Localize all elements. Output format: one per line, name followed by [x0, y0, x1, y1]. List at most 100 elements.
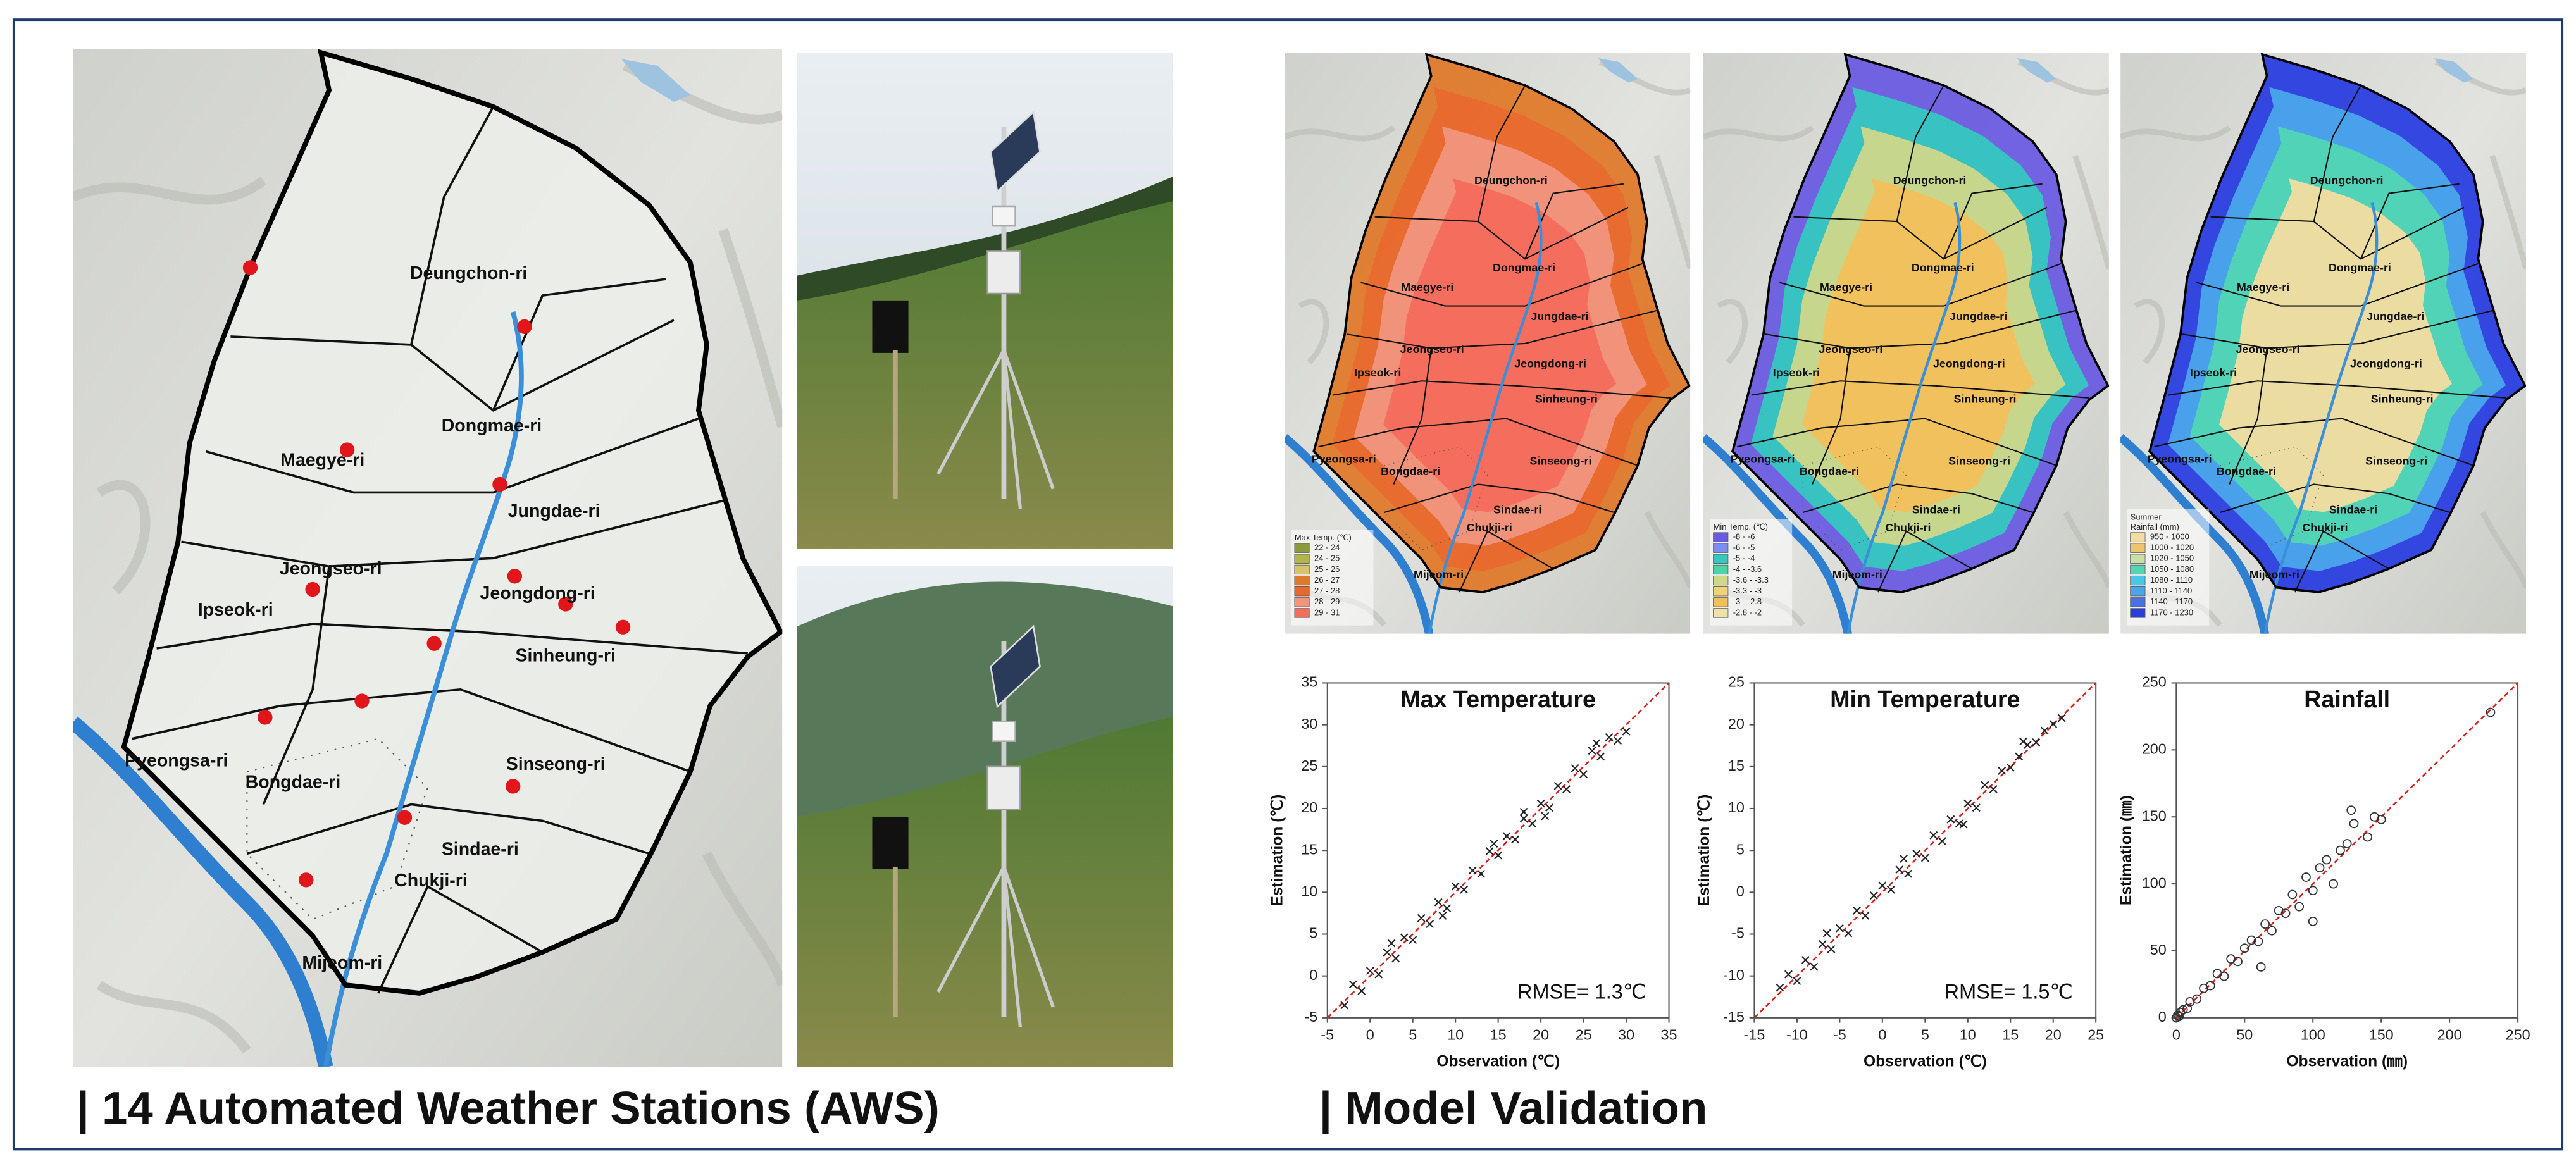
village-label: Dongmae-ri — [442, 416, 542, 436]
village-label: Dongmae-ri — [2329, 261, 2391, 274]
x-tick-label: 5 — [1409, 1027, 1417, 1043]
legend-label: 1020 - 1050 — [2150, 554, 2194, 563]
x-tick-label: 20 — [2045, 1027, 2062, 1043]
village-label: Ipseok-ri — [1773, 366, 1820, 379]
x-axis-label: Observation (℃) — [1436, 1053, 1560, 1070]
legend-label: 22 - 24 — [1314, 543, 1340, 552]
village-label: Sindae-ri — [2329, 504, 2377, 516]
annotation: RMSE= 1.3℃ — [1517, 980, 1646, 1003]
legend-swatch — [2131, 533, 2145, 542]
legend-label: 25 - 26 — [1314, 564, 1340, 574]
village-label: Jeongdong-ri — [480, 583, 595, 604]
village-label: Bongdae-ri — [1381, 465, 1440, 478]
station-photo — [797, 566, 1173, 1067]
y-tick-label: -10 — [1723, 967, 1745, 983]
legend-label: 950 - 1000 — [2150, 531, 2189, 541]
village-label: Chukji-ri — [394, 871, 468, 891]
y-axis-label: Estimation (℃) — [1696, 795, 1713, 907]
x-tick-label: -5 — [1833, 1027, 1846, 1043]
village-label: Sindae-ri — [442, 840, 519, 860]
logger — [988, 251, 1021, 294]
village-label: Sinheung-ri — [1954, 393, 2017, 406]
legend-label: -5 - -4 — [1733, 554, 1755, 563]
village-label: Mijeom-ri — [302, 953, 382, 973]
village-label: Jeongseo-ri — [1819, 343, 1882, 356]
legend-swatch — [1714, 598, 1728, 607]
legend-title: Max Temp. (℃) — [1295, 533, 1352, 542]
legend-swatch — [2131, 554, 2145, 564]
legend-swatch — [1714, 533, 1728, 542]
village-label: Sinheung-ri — [515, 646, 616, 666]
legend-label: 1170 - 1230 — [2150, 607, 2193, 617]
village-label: Jungdae-ri — [508, 501, 600, 521]
chart-title: Rainfall — [2304, 686, 2390, 712]
x-tick-label: -15 — [1744, 1027, 1765, 1043]
y-tick-label: 200 — [2142, 741, 2167, 757]
x-tick-label: 200 — [2437, 1027, 2462, 1043]
village-label: Sinseong-ri — [1530, 455, 1592, 468]
y-tick-label: 30 — [1301, 716, 1317, 732]
village-label: Jeongdong-ri — [2350, 357, 2422, 369]
village-label: Sinseong-ri — [2365, 455, 2427, 468]
x-tick-label: 100 — [2301, 1027, 2325, 1043]
x-tick-label: 250 — [2506, 1027, 2530, 1043]
legend-swatch — [1714, 576, 1728, 585]
shield — [992, 206, 1015, 226]
y-tick-label: 0 — [1309, 967, 1317, 983]
y-tick-label: 250 — [2142, 674, 2167, 690]
legend-title: Min Temp. (℃) — [1714, 522, 1768, 531]
village-label: Ipseok-ri — [2190, 366, 2237, 379]
legend-label: -3.6 - -3.3 — [1733, 575, 1769, 585]
station — [506, 779, 520, 793]
legend-swatch — [1295, 565, 1309, 574]
village-label: Chukji-ri — [1467, 521, 1512, 534]
y-tick-label: 10 — [1301, 883, 1317, 900]
station — [517, 319, 532, 334]
x-tick-label: -5 — [1321, 1027, 1334, 1043]
y-tick-label: -15 — [1723, 1008, 1745, 1025]
y-tick-label: 5 — [1309, 925, 1317, 941]
y-tick-label: -5 — [1304, 1008, 1317, 1025]
y-tick-label: 20 — [1301, 799, 1317, 815]
station — [397, 810, 412, 825]
village-label: Sinheung-ri — [1535, 393, 1598, 406]
village-label: Bongdae-ri — [2217, 465, 2276, 478]
village-label: Jeongdong-ri — [1514, 357, 1586, 369]
legend-swatch — [2131, 586, 2145, 596]
village-label: Jeongseo-ri — [2236, 343, 2300, 356]
village-label: Ipseok-ri — [198, 600, 273, 620]
village-label: Sindae-ri — [1493, 504, 1541, 516]
legend-title: Summer — [2131, 512, 2162, 521]
village-label: Deungchon-ri — [1893, 174, 1967, 187]
station — [299, 872, 313, 887]
rain-gauge — [872, 817, 908, 869]
x-tick-label: 15 — [1490, 1027, 1507, 1043]
legend-swatch — [2131, 543, 2145, 553]
legend-swatch — [1714, 609, 1728, 618]
legend-swatch — [1295, 554, 1309, 564]
legend-label: 1000 - 1020 — [2150, 543, 2194, 552]
station — [492, 477, 507, 492]
chart-title: Max Temperature — [1400, 686, 1596, 712]
x-tick-label: 30 — [1618, 1027, 1634, 1043]
y-tick-label: 150 — [2142, 807, 2167, 824]
result-map: Deungchon-riDongmae-riMaegye-riJungdae-r… — [1285, 53, 1690, 635]
x-tick-label: 0 — [1878, 1027, 1886, 1043]
village-label: Jeongseo-ri — [1400, 343, 1464, 356]
y-tick-label: -5 — [1731, 925, 1745, 941]
rain-gauge — [872, 301, 908, 353]
section-title: | 14 Automated Weather Stations (AWS) — [76, 1082, 939, 1134]
village-label: Jungdae-ri — [2367, 310, 2424, 323]
legend-swatch — [1295, 576, 1309, 585]
village-label: Sinheung-ri — [2371, 393, 2434, 406]
y-tick-label: 35 — [1301, 674, 1317, 690]
village-label: Bongdae-ri — [246, 772, 341, 792]
village-label: Maegye-ri — [2237, 281, 2289, 294]
y-axis-label: Estimation (㎜) — [2118, 795, 2135, 905]
legend-label: -3.3 - -3 — [1733, 586, 1762, 595]
scatter-chart: -15-10-50510152025-15-10-50510152025Min … — [1696, 674, 2104, 1070]
legend-swatch — [1295, 586, 1309, 596]
x-tick-label: 10 — [1447, 1027, 1464, 1043]
x-tick-label: 20 — [1533, 1027, 1549, 1043]
